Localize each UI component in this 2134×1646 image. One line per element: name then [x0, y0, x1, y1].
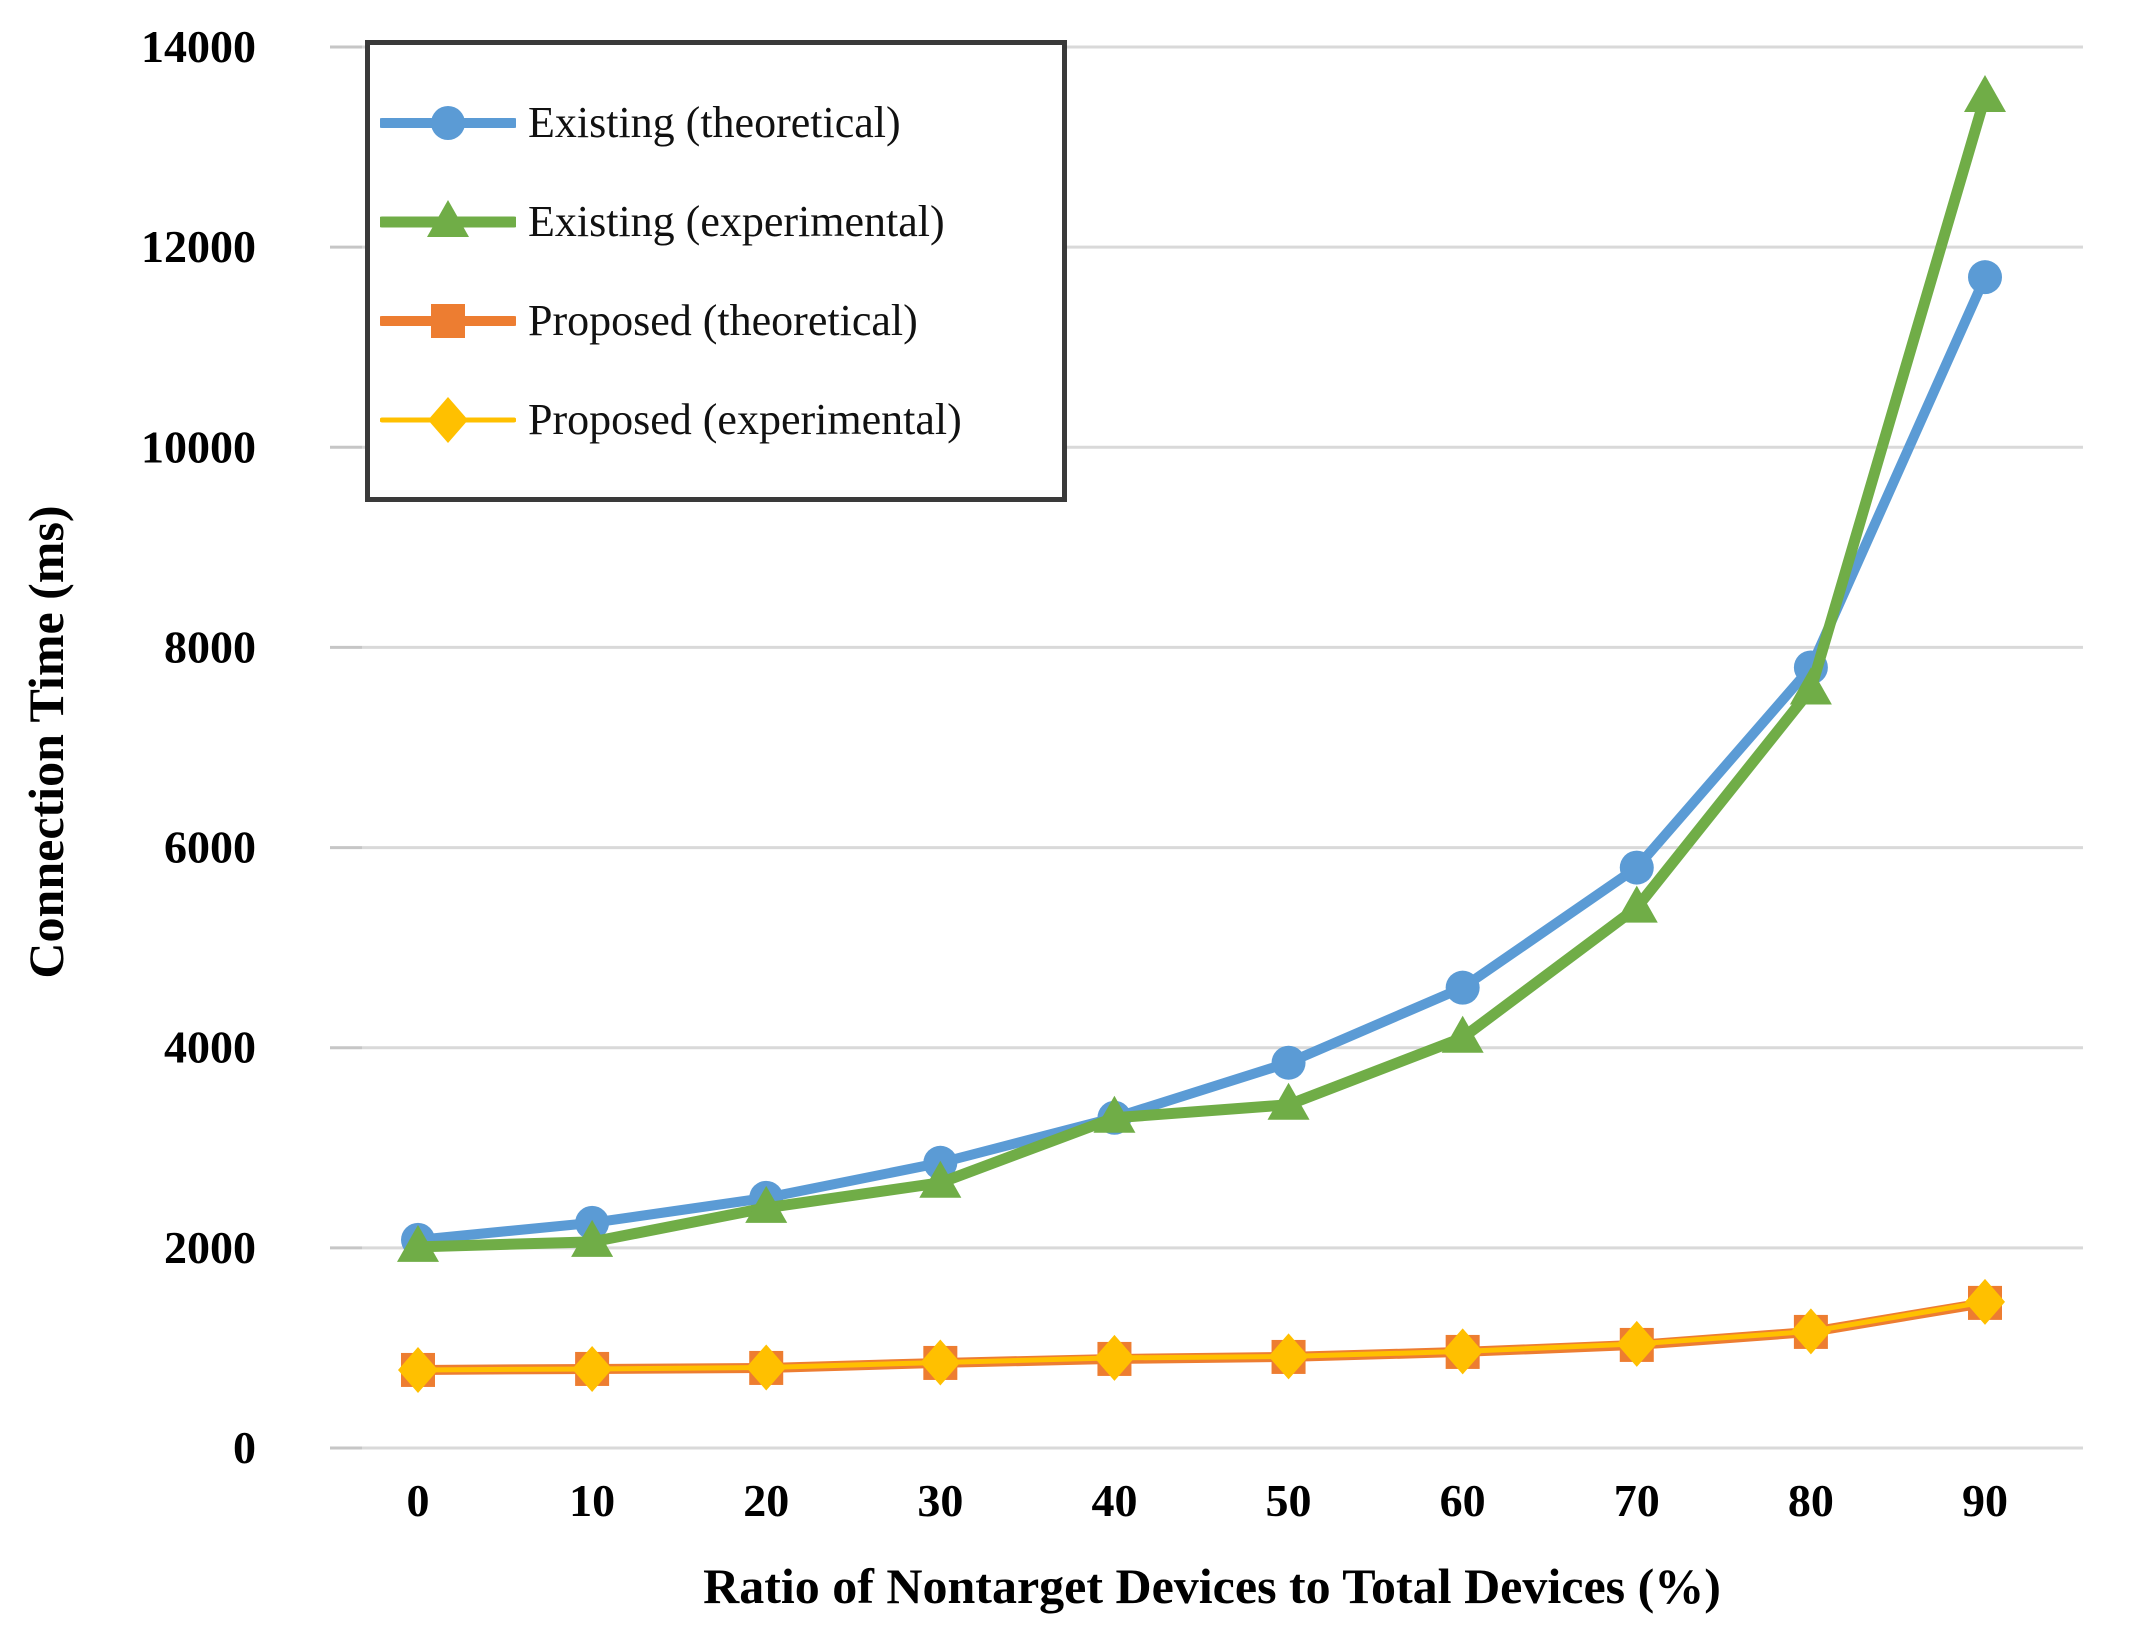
circle-marker — [1968, 260, 2002, 295]
triangle-marker — [1093, 1095, 1136, 1133]
diamond-marker — [1094, 1334, 1135, 1381]
series-proposed-experimental — [398, 1278, 2005, 1393]
legend-label: Proposed (theoretical) — [528, 296, 918, 345]
x-tick-label: 20 — [743, 1475, 789, 1526]
x-tick-label: 0 — [407, 1475, 430, 1526]
diamond-legend-icon — [380, 396, 516, 443]
triangle-marker — [427, 199, 469, 237]
diamond-marker — [428, 396, 468, 443]
circle-marker — [1271, 1045, 1306, 1080]
x-tick-label: 50 — [1266, 1475, 1312, 1526]
diamond-marker — [1442, 1328, 1483, 1375]
triangle-marker — [1964, 75, 2006, 113]
triangle-marker — [1789, 667, 1832, 705]
legend-item: Existing (theoretical) — [380, 97, 1062, 148]
series-line — [412, 91, 1991, 1253]
diamond-marker — [1790, 1308, 1831, 1355]
diamond-marker — [1268, 1333, 1309, 1380]
legend-label: Proposed (experimental) — [528, 395, 962, 444]
circle-marker — [1445, 970, 1480, 1005]
square-marker — [431, 303, 465, 338]
diamond-marker — [920, 1339, 961, 1386]
x-tick-label: 60 — [1440, 1475, 1486, 1526]
y-tick-label: 2000 — [164, 1222, 256, 1273]
triangle-marker — [919, 1160, 962, 1198]
x-tick-label: 30 — [917, 1475, 963, 1526]
x-axis-title: Ratio of Nontarget Devices to Total Devi… — [703, 1558, 1721, 1614]
data-series — [397, 75, 2006, 1393]
y-tick-label: 14000 — [141, 21, 256, 72]
series-line — [415, 1299, 1988, 1373]
diamond-marker — [1616, 1320, 1657, 1367]
x-tick-label: 10 — [569, 1475, 615, 1526]
y-tick-label: 6000 — [164, 822, 256, 873]
triangle-marker — [1267, 1082, 1310, 1120]
diamond-marker — [398, 1346, 438, 1393]
series-line — [413, 272, 1990, 1245]
y-tick-label: 8000 — [164, 621, 256, 672]
triangle-marker — [397, 1224, 439, 1262]
x-tick-label: 80 — [1788, 1475, 1834, 1526]
y-tick-label: 4000 — [164, 1022, 256, 1073]
diamond-marker — [746, 1344, 787, 1391]
triangle-marker — [571, 1219, 614, 1257]
triangle-legend-icon — [380, 199, 516, 237]
x-tick-label: 90 — [1962, 1475, 2008, 1526]
x-tick-label: 70 — [1614, 1475, 1660, 1526]
circle-marker — [1619, 850, 1654, 885]
triangle-marker — [1441, 1015, 1484, 1053]
legend-item: Proposed (experimental) — [380, 394, 1062, 445]
x-tick-label: 40 — [1091, 1475, 1137, 1526]
series-existing-experimental — [397, 75, 2006, 1262]
y-tick-label: 12000 — [141, 221, 256, 272]
y-axis-tick-labels: 0 2000 4000 6000 8000 10000 12000 14000 — [141, 21, 256, 1473]
legend-item: Proposed (theoretical) — [380, 295, 1062, 346]
diamond-marker — [1965, 1278, 2005, 1325]
triangle-marker — [1615, 885, 1658, 923]
circle-legend-icon — [380, 105, 516, 140]
x-axis-tick-labels: 0 10 20 30 40 50 60 70 80 90 — [407, 1475, 2009, 1526]
triangle-marker — [745, 1185, 788, 1223]
legend: Existing (theoretical) Existing (experime… — [365, 40, 1067, 502]
square-legend-icon — [380, 303, 516, 338]
y-tick-label: 10000 — [141, 421, 256, 472]
y-axis-title: Connection Time (ms) — [18, 505, 74, 979]
legend-label: Existing (theoretical) — [528, 98, 901, 147]
y-tick-label: 0 — [233, 1422, 256, 1473]
legend-item: Existing (experimental) — [380, 196, 1062, 247]
legend-label: Existing (experimental) — [528, 197, 945, 246]
circle-marker — [431, 105, 465, 140]
diamond-marker — [572, 1345, 613, 1392]
